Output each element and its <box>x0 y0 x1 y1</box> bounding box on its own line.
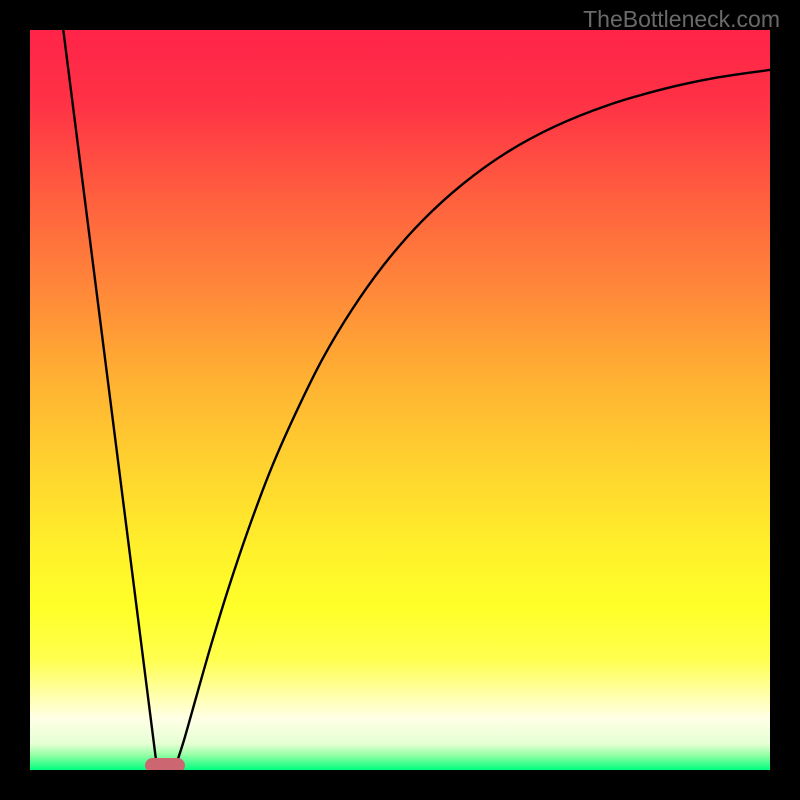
plot-area <box>30 30 770 770</box>
chart-frame: TheBottleneck.com <box>0 0 800 800</box>
bottom-marker-pill <box>145 758 185 770</box>
background-gradient <box>30 30 770 770</box>
watermark-text: TheBottleneck.com <box>583 6 780 33</box>
